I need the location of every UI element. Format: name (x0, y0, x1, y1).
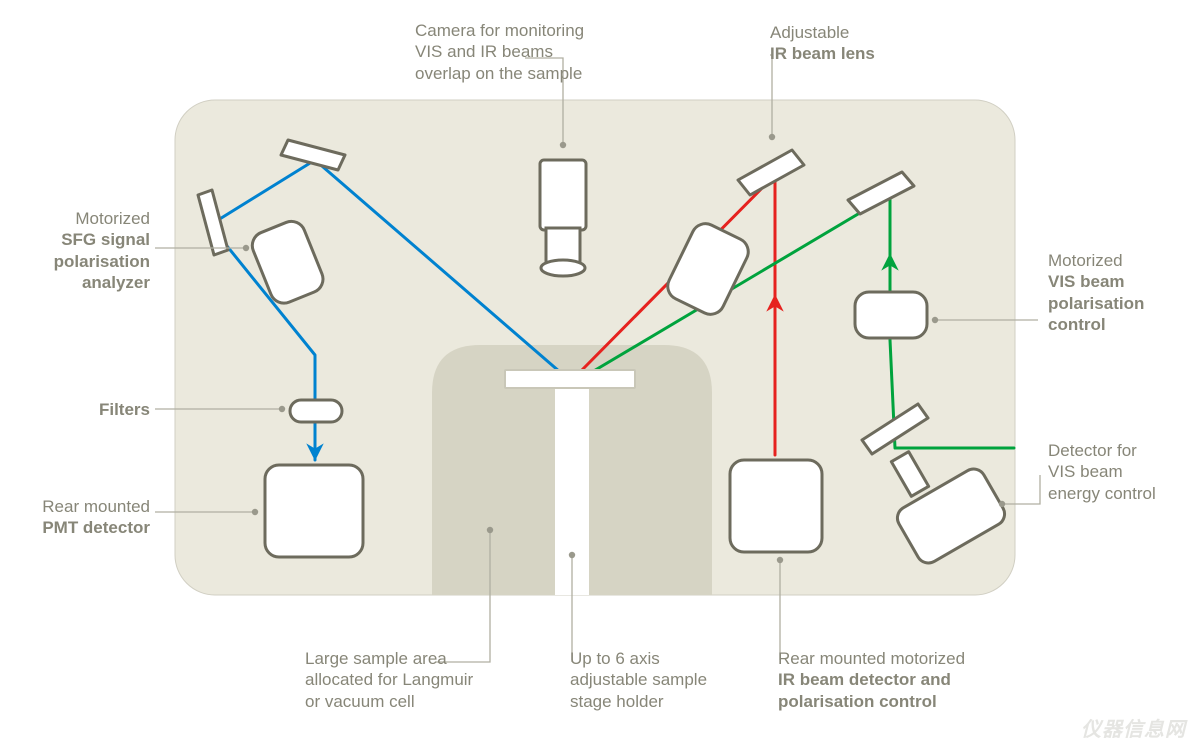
diagram-svg (0, 0, 1200, 750)
label-ir-detector: Rear mounted motorizedIR beam detector a… (778, 648, 1038, 712)
label-pmt-detector: Rear mountedPMT detector (20, 496, 150, 539)
label-filters: Filters (20, 399, 150, 420)
pmt (265, 465, 363, 557)
label-langmuir: Large sample areaallocated for Langmuiro… (305, 648, 505, 712)
filter (290, 400, 342, 422)
vis-pol (855, 292, 927, 338)
label-sfg-analyzer: MotorizedSFG signalpolarisationanalyzer (20, 208, 150, 293)
label-vis-detector: Detector forVIS beamenergy control (1048, 440, 1198, 504)
label-ir-lens: AdjustableIR beam lens (770, 22, 970, 65)
label-camera: Camera for monitoringVIS and IR beamsove… (415, 20, 625, 84)
label-stage: Up to 6 axisadjustable samplestage holde… (570, 648, 760, 712)
camera-icon (540, 160, 586, 276)
ir-detector (730, 460, 822, 552)
label-vis-polarisation: MotorizedVIS beampolarisationcontrol (1048, 250, 1193, 335)
watermark-text: 仪器信息网 (1081, 713, 1186, 742)
